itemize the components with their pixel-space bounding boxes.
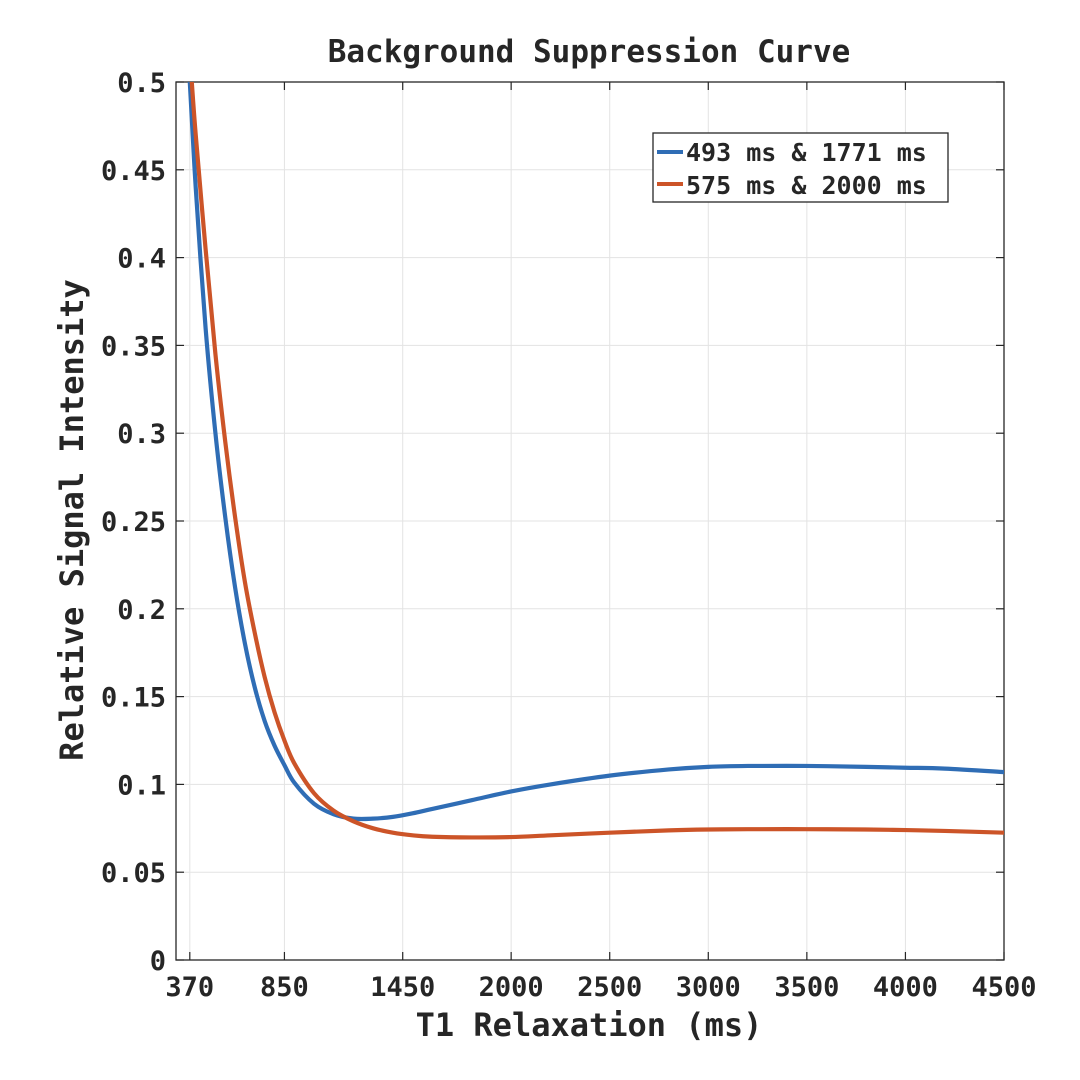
- x-tick-label: 4500: [971, 972, 1036, 1003]
- series-line-2: [189, 82, 1004, 840]
- y-tick-label: 0.5: [117, 68, 166, 99]
- y-tick-label: 0.2: [117, 595, 166, 626]
- x-tick-label: 3000: [676, 972, 741, 1003]
- chart-title: Background Suppression Curve: [328, 34, 851, 70]
- x-tick-label: 3500: [774, 972, 839, 1003]
- y-tick-label: 0.3: [117, 419, 166, 450]
- series-line-1: [187, 82, 1004, 822]
- y-tick-label: 0.35: [101, 331, 166, 362]
- tick-label-layer: 370 850 1450 2000 2500 3000 3500 4000 4500 0 0.05 0…: [101, 68, 1037, 1003]
- x-tick-label: 1450: [370, 972, 435, 1003]
- x-tick-label: 2000: [479, 972, 544, 1003]
- y-tick-label: 0.25: [101, 507, 166, 538]
- x-tick-label: 370: [165, 972, 214, 1003]
- y-tick-label: 0.15: [101, 683, 166, 714]
- legend-box: [652, 132, 949, 203]
- x-tick-label: 4000: [873, 972, 938, 1003]
- x-axis-label: T1 Relaxation (ms): [416, 1006, 763, 1044]
- y-tick-label: 0.45: [101, 156, 166, 187]
- y-tick-label: 0.05: [101, 858, 166, 889]
- legend-entry-series-1: 493 ms & 1771 ms: [686, 138, 927, 167]
- x-tick-label: 2500: [577, 972, 642, 1003]
- x-tick-label: 850: [260, 972, 309, 1003]
- y-tick-label: 0.4: [117, 244, 166, 275]
- axes-layer: [175, 81, 1005, 961]
- y-axis-label: Relative Signal Intensity: [53, 279, 91, 761]
- series-layer: [187, 82, 1004, 840]
- y-tick-label: 0.1: [117, 770, 166, 801]
- legend-entry-series-2: 575 ms & 2000 ms: [686, 171, 927, 200]
- legend: 493 ms & 1771 ms 575 ms & 2000 ms: [652, 132, 949, 203]
- y-tick-label: 0: [150, 946, 166, 977]
